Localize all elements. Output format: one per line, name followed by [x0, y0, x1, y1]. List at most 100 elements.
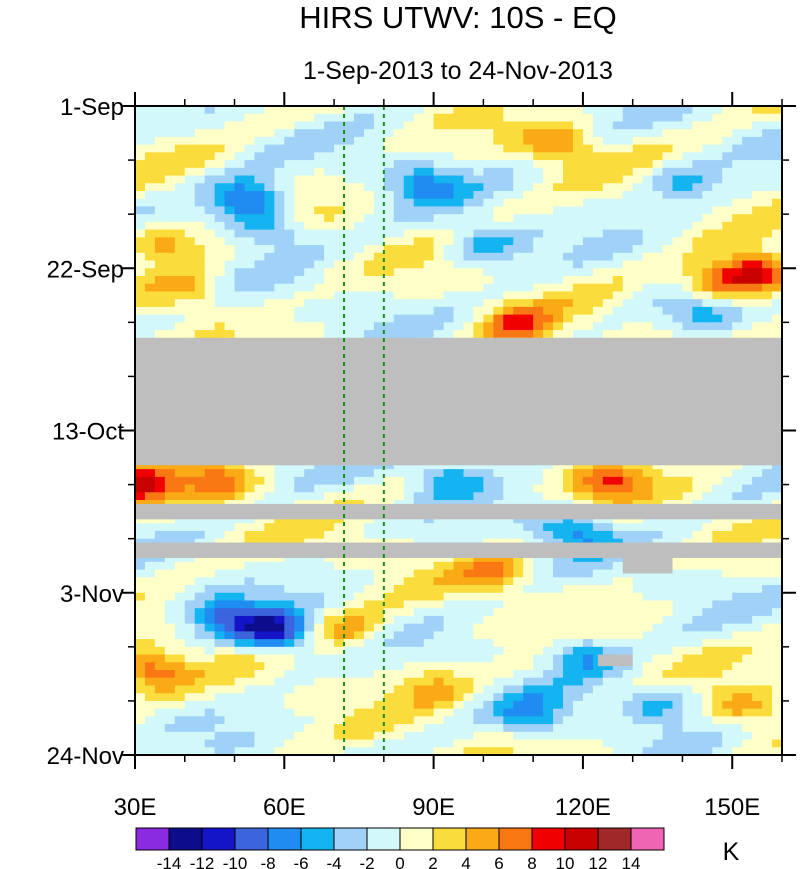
heatmap-cell — [672, 221, 684, 231]
heatmap-cell — [702, 654, 713, 663]
heatmap-cell — [154, 600, 166, 609]
heatmap-cell — [304, 183, 315, 192]
heatmap-cell — [493, 252, 504, 262]
heatmap-cell — [473, 245, 484, 254]
heatmap-cell — [772, 283, 782, 293]
heatmap-cell — [553, 206, 564, 215]
heatmap-cell — [752, 515, 763, 524]
heatmap-cell — [314, 144, 325, 153]
heatmap-cell — [752, 561, 763, 571]
heatmap-cell — [533, 670, 544, 679]
heatmap-cell — [393, 623, 405, 632]
heatmap-cell — [344, 221, 355, 231]
heatmap-cell — [662, 190, 674, 200]
heatmap-cell — [523, 152, 534, 161]
heatmap-cell — [762, 600, 773, 609]
heatmap-cell — [423, 569, 435, 578]
heatmap-cell — [662, 221, 674, 231]
heatmap-cell — [543, 623, 554, 632]
heatmap-cell — [772, 183, 782, 192]
heatmap-cell — [483, 206, 494, 215]
heatmap-cell — [523, 577, 534, 586]
heatmap-cell — [264, 314, 275, 323]
heatmap-cell — [204, 206, 216, 215]
heatmap-cell — [592, 693, 604, 702]
heatmap-cell — [523, 121, 534, 130]
heatmap-cell — [353, 106, 365, 115]
heatmap-cell — [304, 554, 315, 563]
heatmap-cell — [453, 136, 465, 146]
heatmap-cell — [513, 152, 524, 161]
heatmap-cell — [294, 136, 305, 146]
heatmap-cell — [244, 121, 256, 130]
heatmap-cell — [264, 144, 275, 153]
heatmap-cell — [363, 160, 375, 169]
heatmap-cell — [503, 160, 514, 169]
heatmap-cell — [543, 245, 554, 254]
heatmap-cell — [582, 167, 594, 177]
heatmap-cell — [184, 469, 196, 478]
heatmap-cell — [254, 198, 265, 208]
heatmap-cell — [652, 476, 664, 486]
heatmap-cell — [284, 129, 295, 138]
heatmap-cell — [314, 608, 325, 617]
heatmap-cell — [274, 330, 285, 339]
heatmap-cell — [244, 554, 256, 563]
heatmap-cell — [184, 569, 196, 578]
heatmap-cell — [314, 245, 325, 254]
heatmap-cell — [214, 685, 226, 694]
heatmap-cell — [752, 530, 763, 540]
heatmap-cell — [692, 183, 703, 192]
heatmap-cell — [393, 314, 405, 323]
heatmap-cell — [244, 577, 256, 586]
heatmap-cell — [662, 268, 674, 277]
heatmap-cell — [722, 144, 733, 153]
heatmap-cell — [204, 291, 216, 300]
heatmap-cell — [642, 198, 654, 208]
heatmap-cell — [344, 144, 355, 153]
heatmap-cell — [642, 160, 654, 169]
heatmap-cell — [294, 167, 305, 177]
heatmap-cell — [553, 144, 564, 153]
heatmap-cell — [453, 167, 465, 177]
heatmap-cell — [344, 631, 355, 640]
heatmap-cell — [752, 592, 763, 602]
heatmap-cell — [493, 152, 504, 161]
heatmap-cell — [403, 631, 415, 640]
heatmap-cell — [632, 322, 644, 331]
heatmap-cell — [622, 167, 634, 177]
heatmap-cell — [572, 291, 584, 300]
heatmap-cell — [264, 561, 275, 571]
heatmap-cell — [164, 214, 176, 223]
heatmap-cell — [732, 136, 743, 146]
heatmap-cell — [443, 160, 455, 169]
heatmap-cell — [423, 461, 435, 470]
heatmap-cell — [344, 136, 355, 146]
heatmap-cell — [403, 237, 415, 246]
heatmap-cell — [403, 515, 415, 524]
heatmap-cell — [682, 476, 694, 486]
heatmap-cell — [443, 646, 455, 656]
heatmap-cell — [523, 646, 534, 656]
heatmap-cell — [692, 484, 703, 493]
heatmap-cell — [752, 252, 763, 262]
heatmap-cell — [154, 484, 166, 493]
heatmap-cell — [413, 275, 425, 285]
heatmap-cell — [572, 670, 584, 679]
heatmap-cell — [393, 654, 405, 663]
heatmap-cell — [373, 175, 385, 184]
heatmap-cell — [174, 677, 186, 687]
heatmap-cell — [443, 136, 455, 146]
heatmap-cell — [373, 677, 385, 687]
heatmap-cell — [563, 144, 574, 153]
heatmap-cell — [702, 615, 713, 625]
heatmap-cell — [473, 677, 484, 687]
heatmap-cell — [403, 268, 415, 277]
heatmap-cell — [194, 654, 206, 663]
heatmap-cell — [423, 252, 435, 262]
heatmap-cell — [712, 677, 723, 687]
heatmap-cell — [304, 322, 315, 331]
heatmap-cell — [413, 175, 425, 184]
heatmap-cell — [672, 492, 684, 501]
heatmap-cell — [294, 654, 305, 663]
